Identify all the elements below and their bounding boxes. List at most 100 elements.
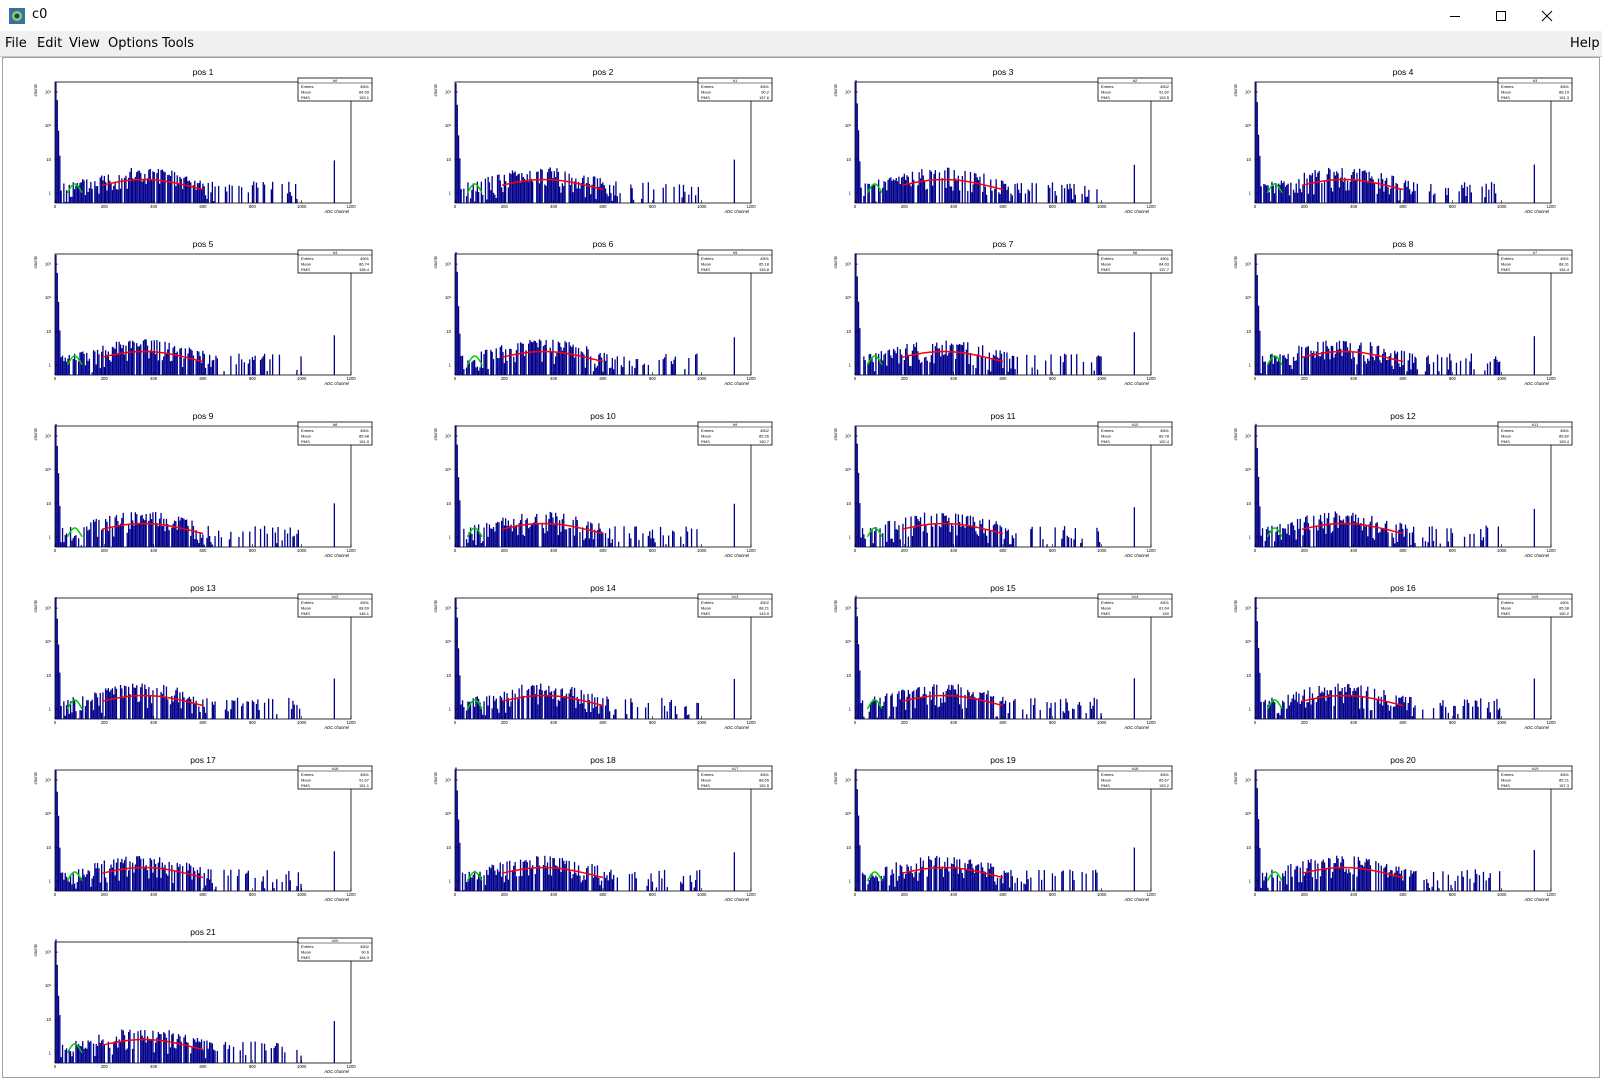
histogram-bar — [563, 861, 564, 891]
histogram-bar — [925, 357, 926, 375]
stats-mean-label: Mean — [1501, 778, 1511, 783]
histogram-bar — [132, 684, 133, 719]
y-tick-label: 10³ — [845, 262, 852, 267]
histogram-bar — [521, 514, 522, 547]
menu-edit[interactable]: Edit — [37, 36, 62, 51]
x-tick-label: 600 — [600, 376, 608, 381]
histogram-bar — [931, 172, 932, 204]
histogram-bar — [1436, 529, 1437, 547]
histogram-bar — [1316, 526, 1317, 547]
histogram-bar — [1331, 188, 1332, 203]
histogram-bar — [1004, 539, 1005, 547]
histogram-bar — [560, 193, 561, 203]
menu-tools[interactable]: Tools — [162, 36, 194, 51]
histogram-bar — [144, 867, 145, 891]
stats-mean-label: Mean — [701, 90, 711, 95]
menu-file[interactable]: File — [5, 36, 27, 51]
histogram-bar — [201, 188, 202, 203]
histogram-bar — [1455, 881, 1456, 891]
histogram-bar — [886, 693, 887, 719]
histogram-bar — [516, 176, 517, 203]
histogram-bar — [120, 1042, 121, 1063]
histogram-bar — [882, 533, 883, 547]
histogram-bar — [983, 533, 984, 547]
histogram-bar — [632, 874, 633, 891]
histogram-bar — [92, 372, 93, 375]
menu-view[interactable]: View — [69, 36, 100, 51]
histogram-bar — [996, 716, 997, 719]
histogram-bar — [869, 354, 870, 375]
histogram-bar — [1294, 193, 1295, 203]
histogram-bar — [109, 692, 110, 719]
histogram-bar — [939, 857, 940, 891]
histogram-bar — [501, 187, 502, 203]
histogram-bar — [249, 532, 250, 547]
histogram-bar — [513, 357, 514, 375]
histogram-bar — [147, 178, 148, 203]
histogram-bar — [586, 712, 587, 719]
maximize-button[interactable] — [1478, 0, 1524, 31]
histogram-bar — [1379, 189, 1380, 204]
histogram-bar — [510, 174, 511, 203]
histogram-bar — [1283, 702, 1284, 719]
stats-entries-label: Entries — [1501, 256, 1513, 261]
histogram-bar — [1026, 714, 1027, 719]
histogram-bar — [542, 524, 543, 547]
histogram-bar — [63, 701, 64, 719]
close-button[interactable] — [1524, 0, 1570, 31]
histogram-bar — [1332, 872, 1333, 891]
histogram-bar — [1317, 173, 1318, 203]
histogram-bar — [1060, 356, 1061, 375]
histogram-bar — [98, 706, 99, 719]
histogram-bar — [1263, 362, 1264, 375]
menu-options[interactable]: Options — [108, 36, 158, 51]
histogram-bar — [634, 872, 635, 891]
histogram-bar — [998, 192, 999, 203]
histogram-bar — [975, 174, 976, 203]
histogram-bar — [996, 179, 997, 203]
histogram-bar — [121, 518, 122, 547]
histogram-bar — [186, 700, 187, 719]
histogram-bar — [159, 1034, 160, 1063]
histogram-bar — [102, 692, 103, 719]
menu-help[interactable]: Help — [1570, 36, 1600, 51]
histogram-bar — [1333, 172, 1334, 203]
histogram-bar — [552, 340, 553, 375]
histogram-bar — [544, 185, 545, 204]
histogram-bar — [125, 857, 126, 891]
minimize-button[interactable] — [1432, 0, 1478, 31]
histogram-bar — [148, 687, 149, 719]
histogram-bar — [255, 878, 256, 891]
histogram-bar — [1309, 175, 1310, 203]
histogram-bar — [566, 861, 567, 891]
histogram-bar — [696, 871, 697, 891]
histogram-bar — [529, 527, 530, 547]
histogram-bar — [1404, 870, 1405, 891]
histogram-bar — [587, 177, 588, 203]
histogram-bar — [135, 512, 136, 547]
stats-mean-value: 85.18 — [759, 262, 770, 267]
histogram-bar — [1373, 538, 1374, 547]
